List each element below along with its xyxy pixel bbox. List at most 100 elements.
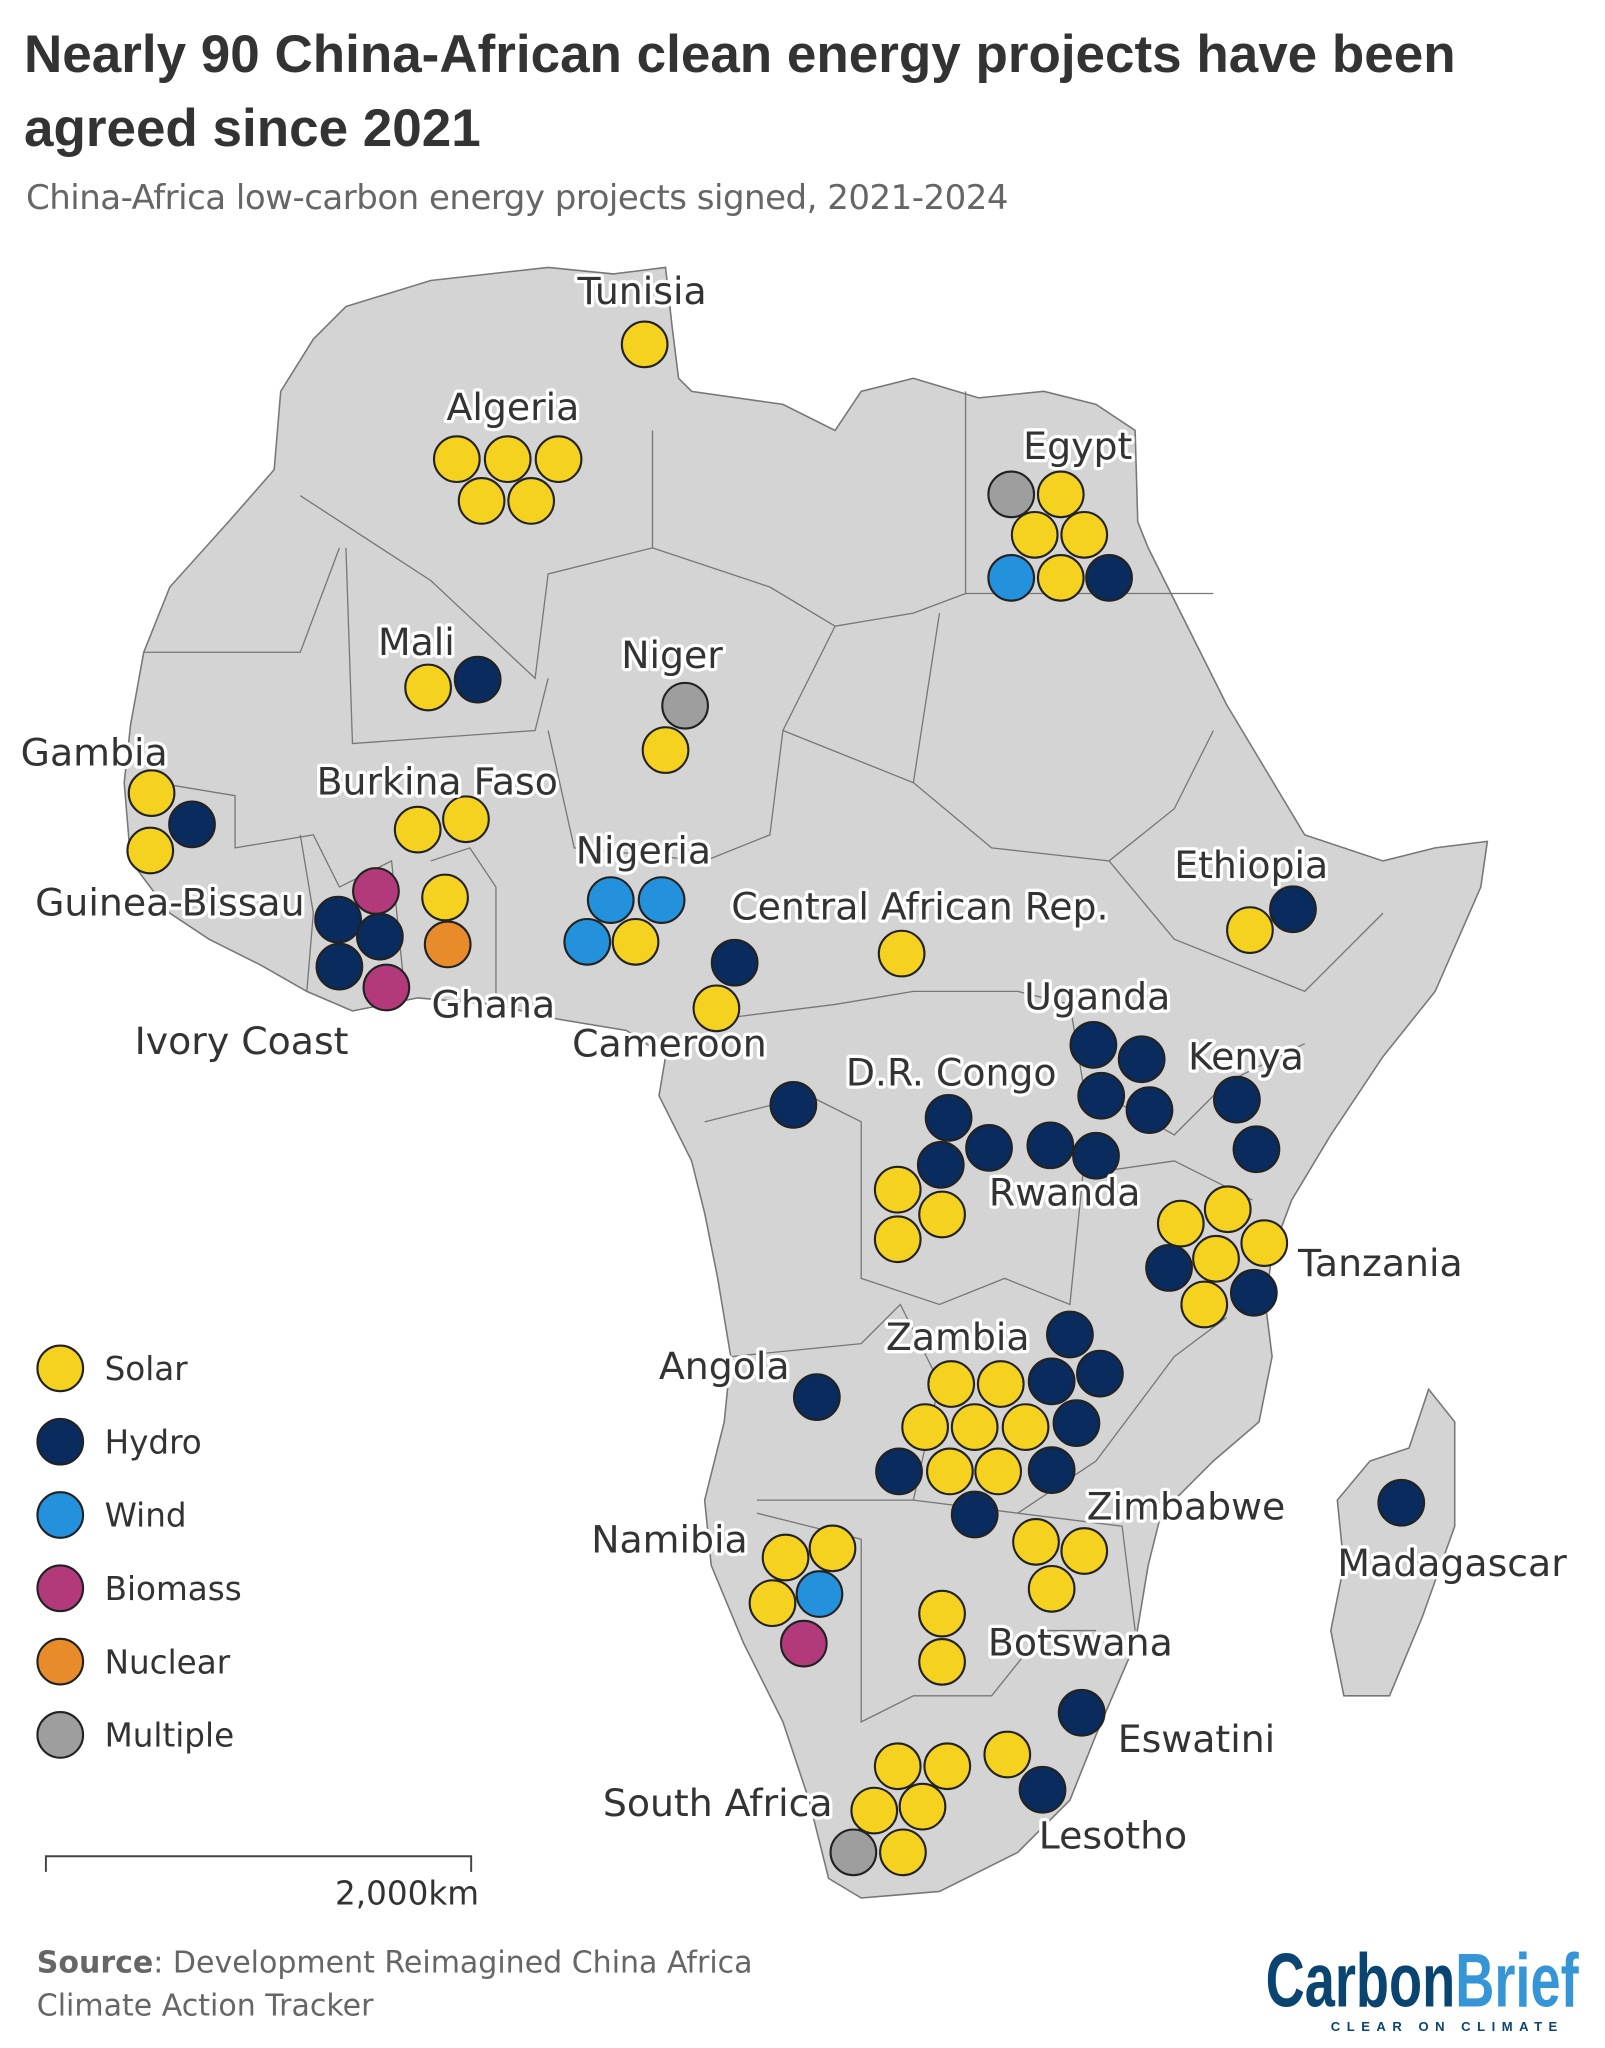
country-label-south-africa: South Africa (603, 1781, 833, 1825)
svg-text:Source: Development Reimagined: Source: Development Reimagined China Afr… (37, 1945, 753, 1980)
project-dot-ghana-solar (421, 873, 469, 922)
project-dot-burkina-faso-solar (393, 805, 442, 854)
country-label-zambia: Zambia (886, 1315, 1030, 1359)
project-dot-egypt-solar (1036, 470, 1085, 519)
project-dot-zimbabwe-solar (1027, 1564, 1076, 1613)
project-dot-d-r-congo-hydro (965, 1124, 1013, 1172)
country-label-madagascar: Madagascar (1337, 1541, 1567, 1585)
project-dot-ivory-coast-biomass (352, 867, 400, 915)
project-dot-uganda-hydro (1125, 1086, 1174, 1134)
project-dot-nigeria-wind (586, 876, 635, 924)
country-label-uganda: Uganda (1024, 975, 1170, 1019)
project-dot-zambia-solar (1001, 1403, 1050, 1451)
legend-swatch-biomass (36, 1564, 85, 1613)
country-label-namibia: Namibia (591, 1517, 747, 1561)
project-dot-rwanda-hydro (1026, 1121, 1075, 1170)
country-border (299, 834, 314, 992)
legend-label-solar: Solar (105, 1350, 189, 1388)
project-dot-south-africa-solar (850, 1786, 899, 1835)
project-dot-ivory-coast-hydro (315, 942, 364, 991)
project-dot-tanzania-hydro (1145, 1244, 1193, 1292)
project-dot-botswana-solar (918, 1638, 966, 1686)
project-dot-zambia-hydro (1027, 1357, 1076, 1406)
project-dot-d-r-congo-solar (918, 1190, 966, 1239)
project-dot-south-africa-solar (898, 1782, 947, 1831)
country-label-eswatini: Eswatini (1118, 1717, 1276, 1761)
scale-bar-label: 2,000km (335, 1875, 479, 1913)
project-dot-zimbabwe-solar (1060, 1527, 1109, 1575)
country-label-ethiopia: Ethiopia (1174, 843, 1328, 887)
country-label-niger: Niger (621, 633, 723, 677)
legend-swatch-solar (36, 1344, 85, 1393)
project-dot-algeria-solar (534, 435, 583, 484)
legend-label-wind: Wind (105, 1497, 187, 1535)
project-dot-zambia-hydro (1027, 1446, 1076, 1494)
project-dot-gambia-solar (126, 826, 175, 875)
project-dot-angola-hydro (792, 1373, 841, 1421)
project-dot-ethiopia-hydro (1269, 885, 1317, 934)
country-border (913, 1316, 1227, 1514)
project-dot-d-r-congo-solar (873, 1215, 922, 1264)
country-label-mali: Mali (378, 620, 455, 664)
project-dot-zambia-solar (976, 1360, 1025, 1408)
project-dot-eswatini-hydro (1057, 1688, 1106, 1737)
project-dot-d-r-congo-hydro (916, 1141, 965, 1189)
project-dot-zambia-solar (901, 1403, 949, 1451)
project-dot-namibia-biomass (779, 1619, 828, 1668)
project-dot-niger-multiple (661, 681, 709, 730)
country-border (547, 625, 836, 862)
project-dot-nigeria-solar (611, 917, 660, 966)
project-dot-algeria-solar (483, 435, 532, 484)
country-label-d-r-congo: D.R. Congo (846, 1050, 1057, 1094)
project-dot-namibia-wind (795, 1570, 844, 1618)
logo-part-2: Brief (1455, 1939, 1579, 2023)
project-dot-south-africa-multiple (829, 1828, 878, 1877)
project-dot-ivory-coast-hydro (314, 895, 362, 944)
project-dot-cameroon-hydro (710, 938, 759, 987)
project-dot-south-africa-solar (879, 1828, 927, 1877)
project-dot-zambia-hydro (1046, 1310, 1094, 1359)
project-dot-tanzania-hydro (1229, 1268, 1278, 1317)
country-label-ivory-coast: Ivory Coast (135, 1019, 349, 1063)
country-label-egypt: Egypt (1023, 424, 1132, 468)
country-label-ghana: Ghana (432, 982, 556, 1026)
source-text-2: Climate Action Tracker (37, 1988, 374, 2023)
country-border (430, 847, 497, 1005)
project-dot-mali-solar (404, 663, 452, 712)
country-label-zimbabwe: Zimbabwe (1087, 1485, 1286, 1529)
country-label-botswana: Botswana (988, 1620, 1173, 1664)
project-dot-ivory-coast-hydro (355, 912, 404, 961)
country-border (1017, 1512, 1136, 1631)
legend-label-nuclear: Nuclear (105, 1643, 231, 1681)
legend-swatch-multiple (36, 1711, 85, 1759)
country-label-rwanda: Rwanda (989, 1170, 1141, 1214)
project-dot-tunisia-solar (620, 320, 669, 369)
project-dot-d-r-congo-hydro (769, 1081, 818, 1129)
project-dot-tanzania-solar (1180, 1280, 1229, 1329)
project-dot-namibia-solar (748, 1579, 797, 1628)
logo-part-1: Carbon (1266, 1939, 1456, 2023)
country-label-gambia: Gambia (21, 731, 168, 775)
legend: Solar Hydro Wind Biomass Nuclear Multiple (36, 1344, 242, 1759)
project-dot-egypt-multiple (987, 470, 1036, 519)
country-label-guinea-bissau: Guinea-Bissau (35, 881, 304, 925)
madagascar-landmass (1330, 1387, 1456, 1697)
project-dot-egypt-hydro (1085, 554, 1133, 602)
project-dot-nigeria-wind (563, 917, 612, 966)
project-dot-zambia-solar (926, 1447, 974, 1496)
project-dot-algeria-solar (432, 435, 481, 484)
project-dot-mali-hydro (453, 655, 502, 704)
project-dot-tanzania-solar (1156, 1199, 1205, 1248)
project-dots (126, 320, 1426, 1877)
project-dot-ivory-coast-biomass (362, 963, 411, 1012)
country-border (345, 547, 549, 745)
country-label-central-african-rep: Central African Rep. (731, 885, 1108, 929)
project-dot-madagascar-hydro (1377, 1478, 1426, 1527)
chart-title: Nearly 90 China-African clean energy pro… (24, 25, 1456, 158)
project-dot-uganda-hydro (1117, 1035, 1166, 1084)
project-dot-namibia-solar (761, 1533, 810, 1582)
country-border (730, 990, 1071, 1019)
project-dot-d-r-congo-hydro (924, 1094, 973, 1142)
country-border (704, 1095, 1084, 1306)
project-dot-botswana-solar (918, 1589, 966, 1638)
